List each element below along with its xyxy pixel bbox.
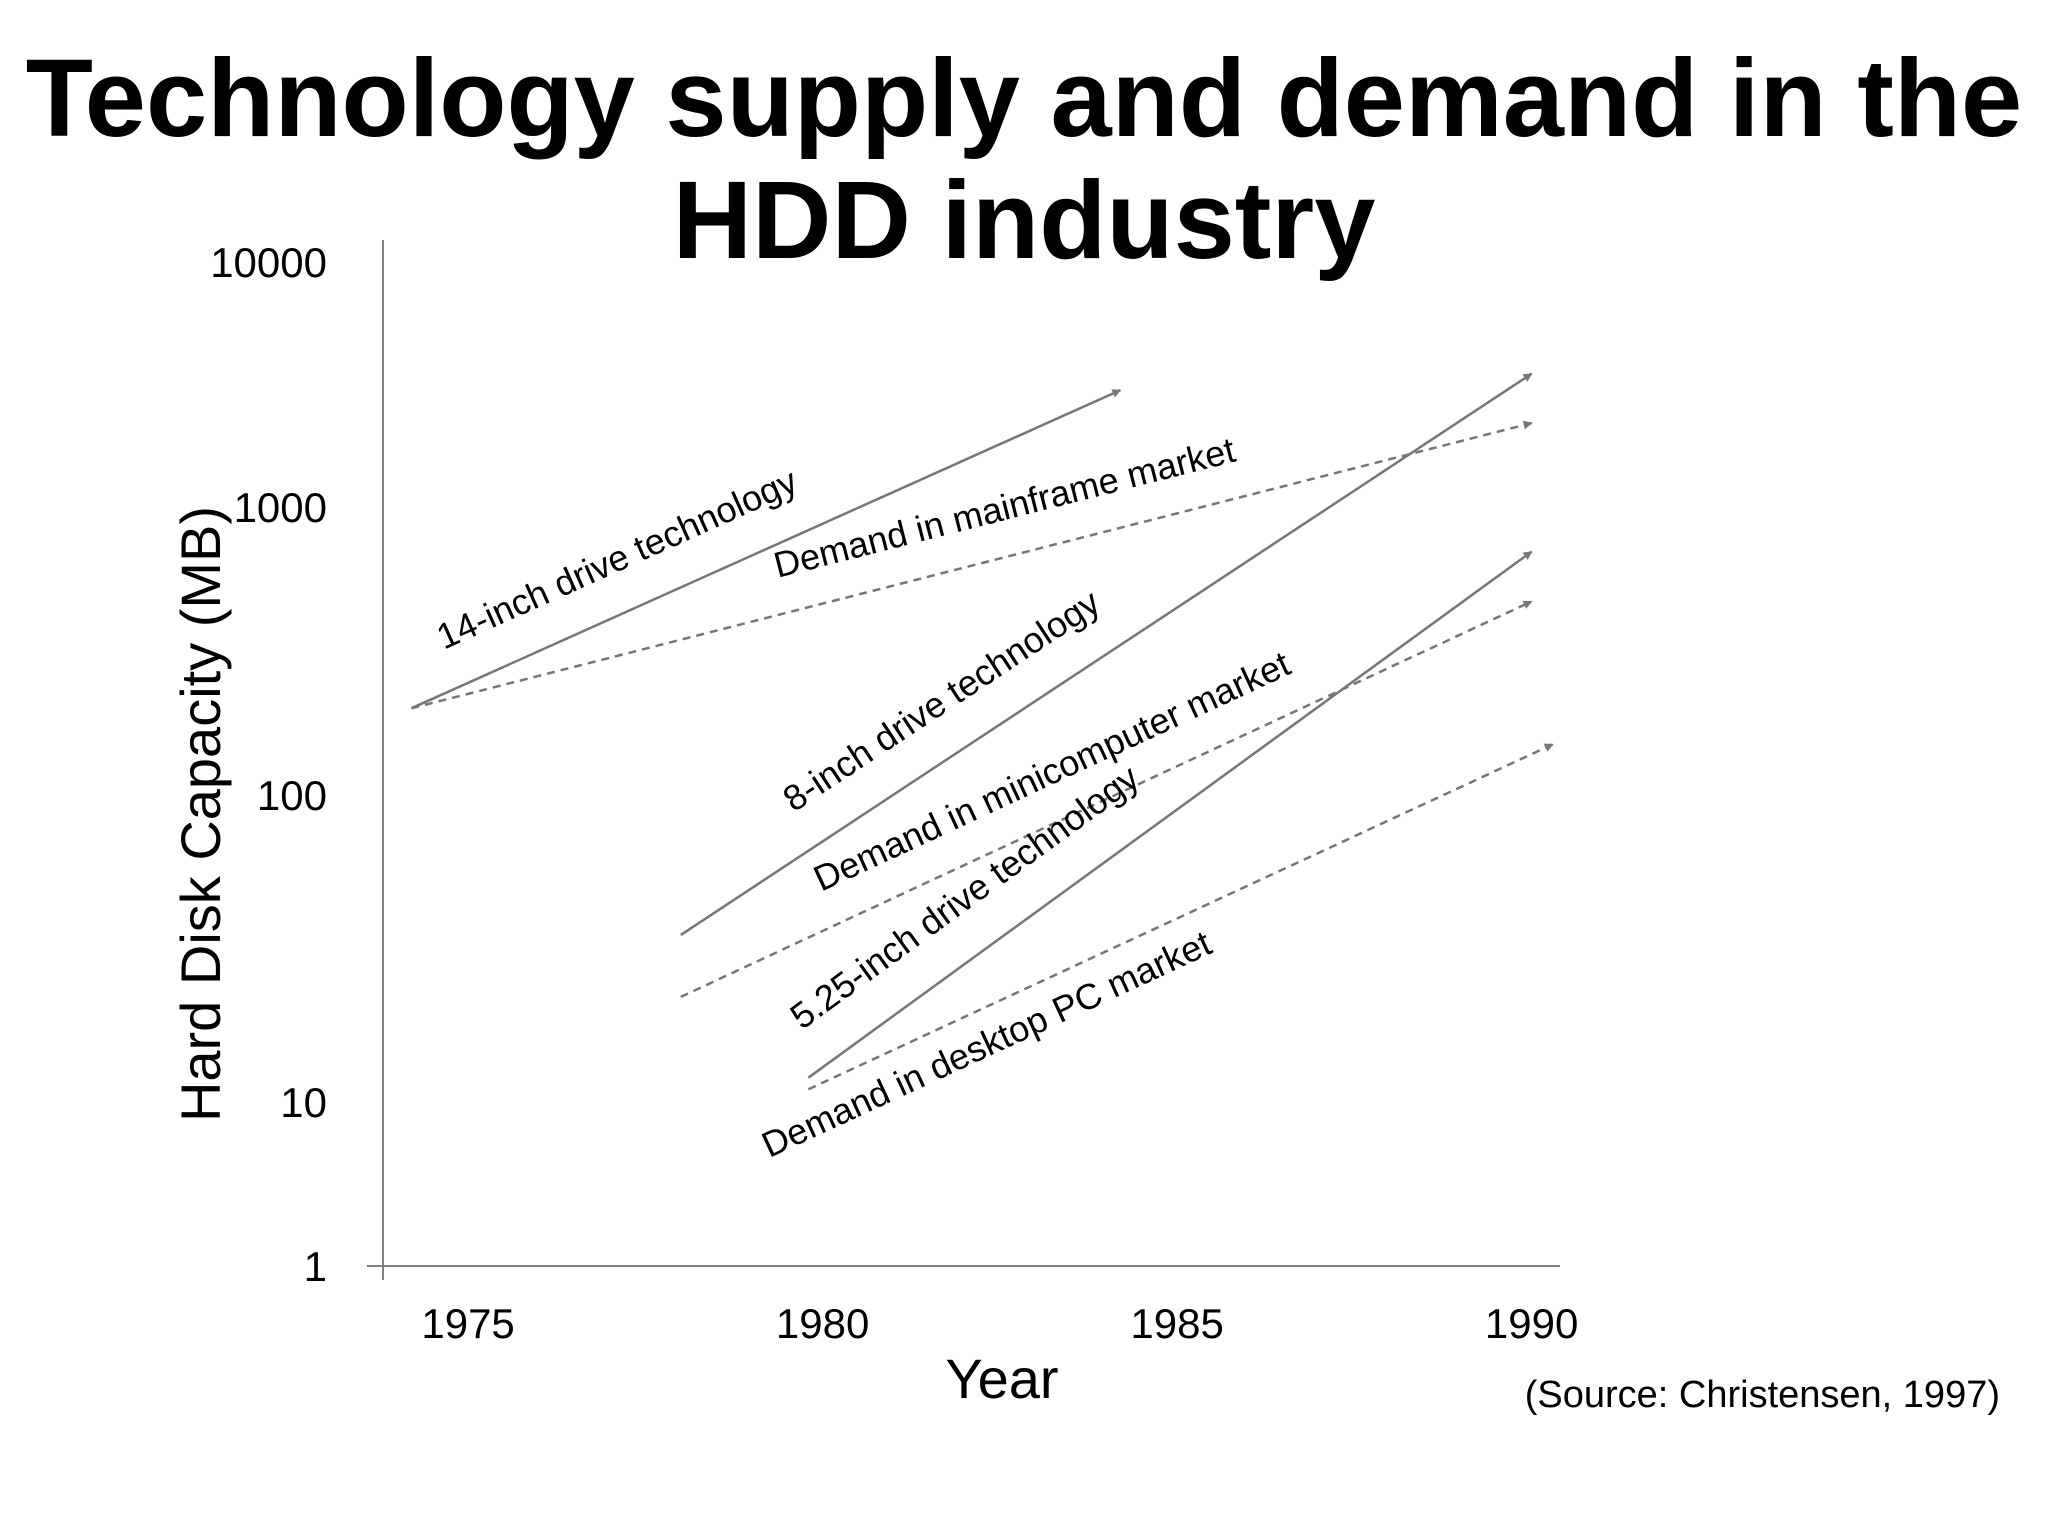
y-tick-label: 10	[280, 1079, 327, 1126]
y-tick-label: 100	[257, 772, 327, 819]
series-label: Demand in mainframe market	[769, 429, 1239, 586]
x-tick-label: 1990	[1485, 1300, 1578, 1347]
series-line	[807, 550, 1533, 1079]
series-line	[680, 600, 1533, 999]
series-line	[410, 388, 1122, 710]
y-axis-title: Hard Disk Capacity (MB)	[169, 506, 232, 1122]
x-tick-label: 1980	[776, 1300, 869, 1347]
series-line	[807, 743, 1554, 1091]
x-tick-label: 1985	[1130, 1300, 1223, 1347]
series-line	[411, 420, 1533, 710]
series-line	[680, 372, 1533, 937]
source-note: (Source: Christensen, 1997)	[1524, 1374, 2000, 1416]
y-tick-label: 1000	[234, 484, 327, 531]
x-axis-title: Year	[945, 1347, 1058, 1410]
x-tick-label: 1975	[421, 1300, 514, 1347]
slide-title: Technology supply and demand in the HDD …	[0, 38, 2048, 282]
series-label: Demand in desktop PC market	[755, 922, 1217, 1165]
series-lines	[410, 372, 1554, 1091]
y-tick-label: 1	[304, 1243, 327, 1290]
series-label: Demand in minicomputer market	[807, 643, 1296, 899]
axes: 1 10 100 1000 10000 1975 1980 1985 1990	[210, 239, 1578, 1347]
title-line-1: Technology supply and demand in the	[25, 37, 2023, 160]
y-tick-label: 10000	[210, 239, 327, 286]
title-line-2: HDD industry	[672, 159, 1376, 282]
